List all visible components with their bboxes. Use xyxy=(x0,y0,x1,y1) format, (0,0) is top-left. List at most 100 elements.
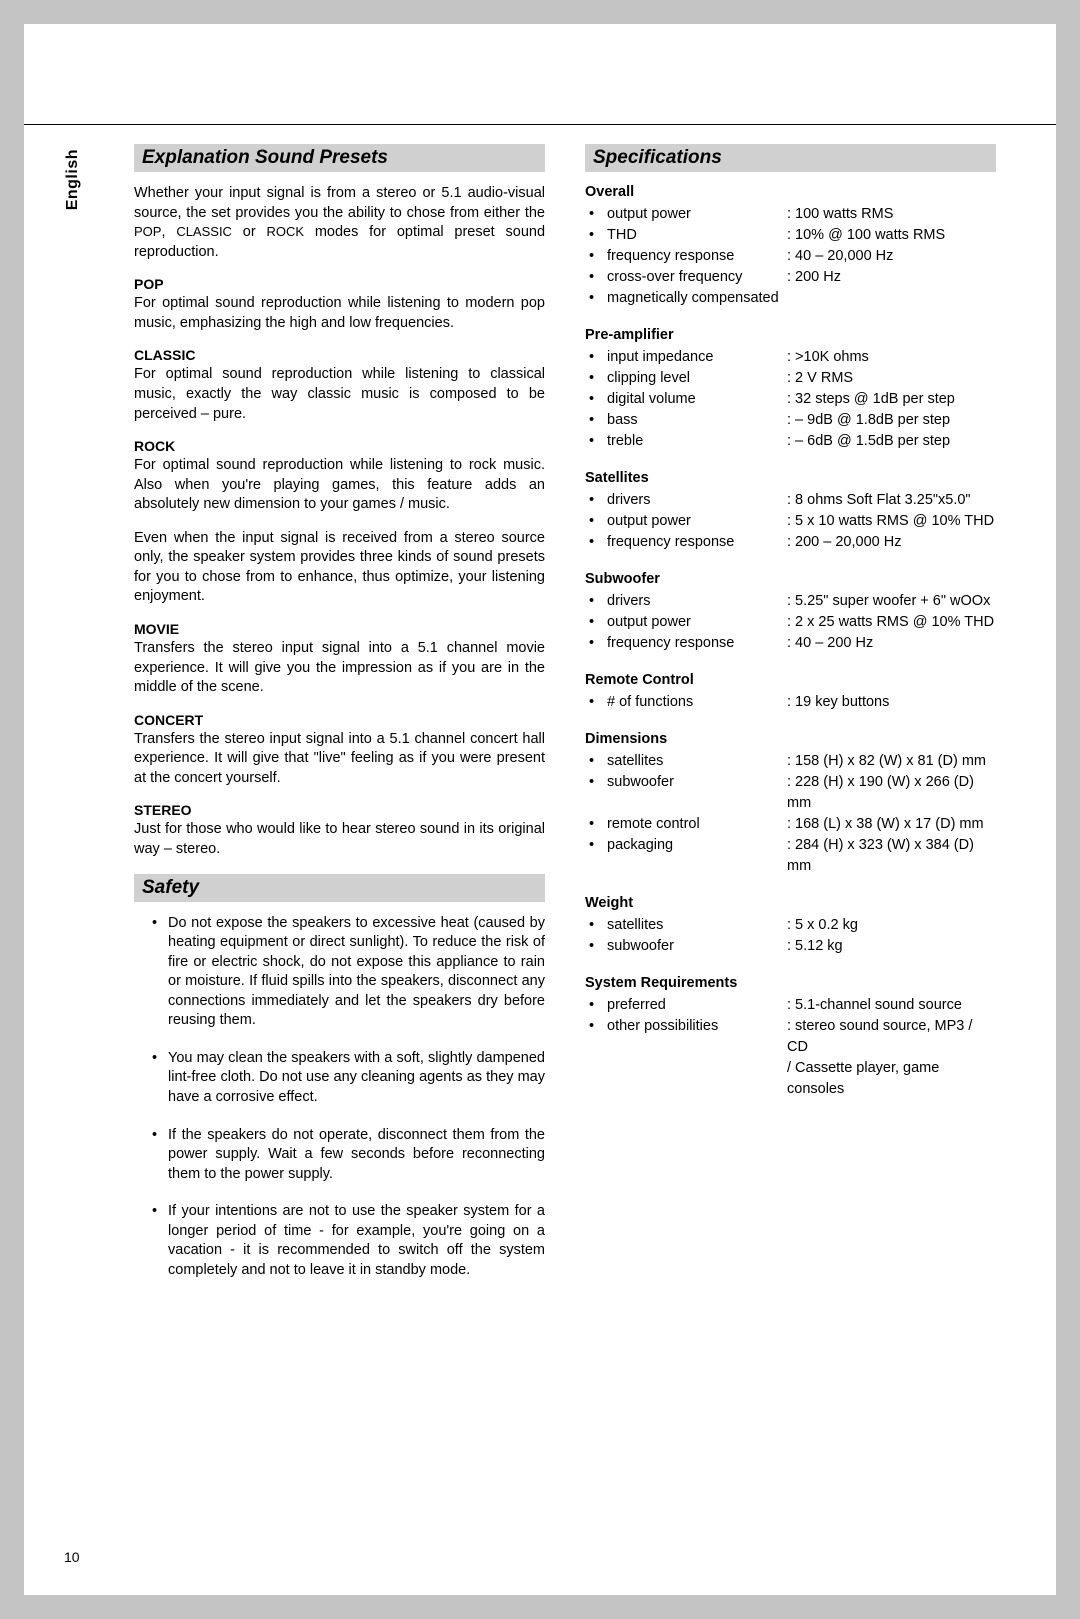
bullet-icon: • xyxy=(589,814,607,835)
spec-row: •other possibilities: stereo sound sourc… xyxy=(585,1016,996,1058)
spec-value: : 40 – 20,000 Hz xyxy=(787,246,996,267)
spec-row: •drivers: 5.25" super woofer + 6" wOOx xyxy=(585,591,996,612)
spec-value: : 40 – 200 Hz xyxy=(787,633,996,654)
spec-label: bass xyxy=(607,410,787,431)
spec-list: •# of functions: 19 key buttons xyxy=(585,692,996,713)
bullet-icon: • xyxy=(589,915,607,936)
spec-group-title: System Requirements xyxy=(585,975,996,991)
spec-value: : – 9dB @ 1.8dB per step xyxy=(787,410,996,431)
bullet-icon: • xyxy=(589,225,607,246)
intro-mode-pop: POP xyxy=(134,224,161,239)
intro-sep2: or xyxy=(232,224,267,240)
spec-value: : 200 – 20,000 Hz xyxy=(787,532,996,553)
bullet-icon: • xyxy=(589,267,607,288)
spec-value: : – 6dB @ 1.5dB per step xyxy=(787,431,996,452)
spec-value: : 8 ohms Soft Flat 3.25"x5.0" xyxy=(787,490,996,511)
spec-label: preferred xyxy=(607,995,787,1016)
spec-label: satellites xyxy=(607,751,787,772)
spec-value: : 5 x 0.2 kg xyxy=(787,915,996,936)
spec-row: •subwoofer: 228 (H) x 190 (W) x 266 (D) … xyxy=(585,772,996,814)
spec-row: •bass: – 9dB @ 1.8dB per step xyxy=(585,410,996,431)
spec-label: output power xyxy=(607,511,787,532)
spec-label: subwoofer xyxy=(607,772,787,814)
spec-value: : 19 key buttons xyxy=(787,692,996,713)
presets-intro: Whether your input signal is from a ster… xyxy=(134,184,545,262)
spec-value: : 32 steps @ 1dB per step xyxy=(787,389,996,410)
spec-group-title: Remote Control xyxy=(585,672,996,688)
right-column: Specifications Overall•output power: 100… xyxy=(585,144,996,1535)
spec-label: output power xyxy=(607,204,787,225)
presets-mid-para: Even when the input signal is received f… xyxy=(134,529,545,607)
bullet-icon: • xyxy=(589,431,607,452)
preset-title: POP xyxy=(134,276,545,292)
bullet-icon: • xyxy=(589,612,607,633)
specs-header: Specifications xyxy=(585,144,996,172)
bullet-icon: • xyxy=(589,692,607,713)
bullet-icon: • xyxy=(589,511,607,532)
spec-label: drivers xyxy=(607,490,787,511)
preset-block: ROCKFor optimal sound reproduction while… xyxy=(134,438,545,515)
spec-row: •output power: 5 x 10 watts RMS @ 10% TH… xyxy=(585,511,996,532)
preset-body: Transfers the stereo input signal into a… xyxy=(134,639,545,698)
spec-row: •packaging: 284 (H) x 323 (W) x 384 (D) … xyxy=(585,835,996,877)
spec-group-title: Satellites xyxy=(585,470,996,486)
bullet-icon: • xyxy=(589,772,607,814)
page-number: 10 xyxy=(64,1549,80,1565)
spec-row: •output power: 2 x 25 watts RMS @ 10% TH… xyxy=(585,612,996,633)
bullet-icon: • xyxy=(589,246,607,267)
preset-title: CONCERT xyxy=(134,712,545,728)
spec-group-title: Pre-amplifier xyxy=(585,327,996,343)
spec-value-cont: / Cassette player, game consoles xyxy=(585,1058,996,1100)
spec-row: •satellites: 5 x 0.2 kg xyxy=(585,915,996,936)
bullet-icon: • xyxy=(589,389,607,410)
spec-label: frequency response xyxy=(607,633,787,654)
language-tab: English xyxy=(64,149,82,210)
spec-label: packaging xyxy=(607,835,787,877)
preset-block: CLASSIC For optimal sound reproduction wh… xyxy=(134,347,545,424)
spec-row: •cross-over frequency: 200 Hz xyxy=(585,267,996,288)
preset-block: POPFor optimal sound reproduction while … xyxy=(134,276,545,333)
spec-row: •# of functions: 19 key buttons xyxy=(585,692,996,713)
bullet-icon: • xyxy=(589,835,607,877)
spec-group: Weight•satellites: 5 x 0.2 kg•subwoofer:… xyxy=(585,895,996,957)
spec-value: : 168 (L) x 38 (W) x 17 (D) mm xyxy=(787,814,996,835)
spec-row: •clipping level: 2 V RMS xyxy=(585,368,996,389)
preset-title: MOVIE xyxy=(134,621,545,637)
bullet-icon: • xyxy=(589,591,607,612)
spec-label: clipping level xyxy=(607,368,787,389)
intro-mode-classic: CLASSIC xyxy=(176,224,232,239)
spec-label: remote control xyxy=(607,814,787,835)
spec-value: : 10% @ 100 watts RMS xyxy=(787,225,996,246)
spec-list: •drivers: 5.25" super woofer + 6" wOOx•o… xyxy=(585,591,996,654)
spec-value: : 228 (H) x 190 (W) x 266 (D) mm xyxy=(787,772,996,814)
bullet-icon: • xyxy=(589,204,607,225)
spec-label: cross-over frequency xyxy=(607,267,787,288)
spec-value: : 5.12 kg xyxy=(787,936,996,957)
preset-title: ROCK xyxy=(134,438,545,454)
bullet-icon: • xyxy=(589,936,607,957)
spec-row: •treble: – 6dB @ 1.5dB per step xyxy=(585,431,996,452)
bullet-icon: • xyxy=(589,995,607,1016)
spec-row: •THD: 10% @ 100 watts RMS xyxy=(585,225,996,246)
preset-block: STEREOJust for those who would like to h… xyxy=(134,802,545,859)
spec-row: •output power: 100 watts RMS xyxy=(585,204,996,225)
preset-title: CLASSIC xyxy=(134,347,545,363)
spec-value xyxy=(787,288,996,309)
spec-label: treble xyxy=(607,431,787,452)
spec-group: System Requirements •preferred: 5.1-chann… xyxy=(585,975,996,1100)
safety-list: Do not expose the speakers to excessive … xyxy=(134,914,545,1281)
spec-list: •satellites: 158 (H) x 82 (W) x 81 (D) m… xyxy=(585,751,996,877)
spec-label: digital volume xyxy=(607,389,787,410)
spec-row: •remote control: 168 (L) x 38 (W) x 17 (… xyxy=(585,814,996,835)
spec-value: : 200 Hz xyxy=(787,267,996,288)
top-rule xyxy=(24,124,1056,125)
spec-row: •preferred: 5.1-channel sound source xyxy=(585,995,996,1016)
spec-group-title: Dimensions xyxy=(585,731,996,747)
preset-body: For optimal sound reproduction while lis… xyxy=(134,365,545,424)
spec-label: other possibilities xyxy=(607,1016,787,1058)
spec-list: •satellites: 5 x 0.2 kg•subwoofer: 5.12 … xyxy=(585,915,996,957)
content-area: Explanation Sound Presets Whether your i… xyxy=(134,144,996,1535)
intro-pre: Whether your input signal is from a ster… xyxy=(134,185,545,221)
safety-item: If the speakers do not operate, disconne… xyxy=(152,1126,545,1185)
spec-value: : >10K ohms xyxy=(787,347,996,368)
